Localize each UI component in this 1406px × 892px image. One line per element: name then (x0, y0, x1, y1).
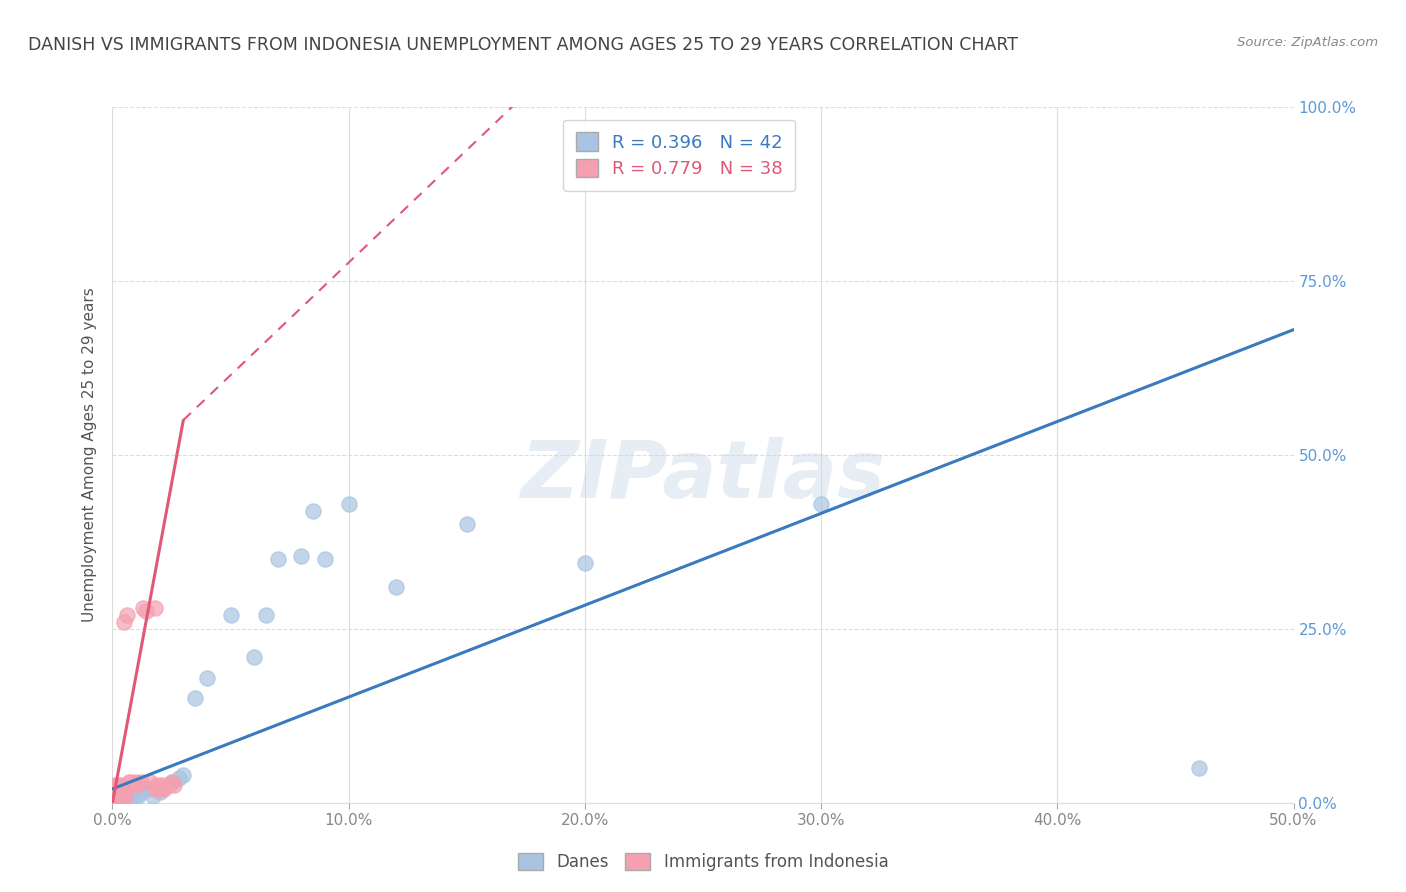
Point (108, 781, 131, 796)
Point (105, 781, 128, 796)
Point (122, 778, 145, 792)
Point (115, 785, 138, 799)
Point (104, 792, 127, 806)
Point (143, 781, 166, 796)
Point (136, 781, 159, 796)
Point (1188, 761, 1211, 775)
Point (160, 775, 183, 789)
Point (143, 601, 166, 615)
Point (302, 503, 325, 517)
Point (135, 605, 157, 619)
Point (108, 785, 131, 799)
Point (172, 768, 194, 782)
Point (112, 615, 135, 629)
Point (267, 552, 290, 566)
Text: ZIPatlas: ZIPatlas (520, 437, 886, 515)
Text: DANISH VS IMMIGRANTS FROM INDONESIA UNEMPLOYMENT AMONG AGES 25 TO 29 YEARS CORRE: DANISH VS IMMIGRANTS FROM INDONESIA UNEM… (28, 36, 1018, 54)
Point (125, 778, 148, 792)
Point (111, 785, 134, 799)
Point (108, 789, 131, 803)
Point (254, 607, 277, 622)
Point (118, 792, 141, 806)
Point (146, 778, 169, 792)
Point (104, 792, 127, 806)
Point (290, 549, 312, 563)
Point (104, 778, 127, 792)
Point (132, 601, 155, 615)
Point (195, 671, 218, 685)
Point (112, 792, 135, 806)
Point (139, 775, 162, 789)
Point (105, 778, 128, 792)
Point (108, 792, 131, 806)
Point (337, 497, 360, 511)
Point (105, 785, 128, 799)
Point (115, 792, 138, 806)
Point (142, 789, 165, 803)
Y-axis label: Unemployment Among Ages 25 to 29 years: Unemployment Among Ages 25 to 29 years (82, 287, 97, 623)
Point (160, 775, 183, 789)
Point (149, 785, 172, 799)
Point (112, 792, 135, 806)
Point (127, 789, 149, 803)
Point (120, 775, 142, 789)
Point (111, 792, 134, 806)
Point (104, 785, 127, 799)
Point (111, 792, 134, 806)
Point (118, 789, 141, 803)
Point (120, 789, 142, 803)
Text: Source: ZipAtlas.com: Source: ZipAtlas.com (1237, 36, 1378, 49)
Point (574, 556, 596, 570)
Point (105, 789, 128, 803)
Point (314, 552, 336, 566)
Point (243, 649, 266, 664)
Point (125, 775, 148, 789)
Point (118, 775, 141, 789)
Point (122, 792, 145, 806)
Point (132, 781, 155, 796)
Point (104, 789, 127, 803)
Point (129, 785, 152, 799)
Point (184, 691, 207, 706)
Point (111, 789, 134, 803)
Point (129, 775, 152, 789)
Point (219, 607, 242, 622)
Legend: Danes, Immigrants from Indonesia: Danes, Immigrants from Indonesia (510, 847, 896, 878)
Point (105, 792, 128, 806)
Point (105, 789, 128, 803)
Point (153, 781, 176, 796)
Point (157, 778, 180, 792)
Point (385, 580, 408, 594)
Point (108, 789, 131, 803)
Point (105, 792, 128, 806)
Point (112, 789, 135, 803)
Point (125, 785, 148, 799)
Point (810, 497, 832, 511)
Point (115, 607, 138, 622)
Point (112, 789, 135, 803)
Point (108, 792, 131, 806)
Point (149, 781, 172, 796)
Point (108, 778, 131, 792)
Point (163, 778, 186, 792)
Point (104, 781, 127, 796)
Point (167, 772, 190, 786)
Point (104, 789, 127, 803)
Point (456, 517, 478, 532)
Point (150, 778, 173, 792)
